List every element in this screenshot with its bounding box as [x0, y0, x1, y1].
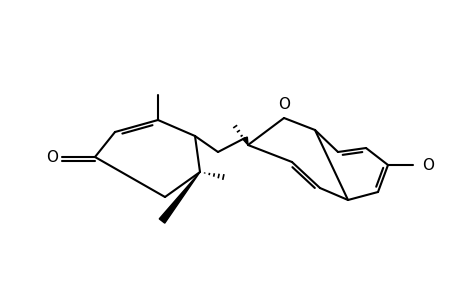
Polygon shape: [159, 172, 200, 223]
Text: O: O: [277, 97, 289, 112]
Text: O: O: [46, 149, 58, 164]
Text: O: O: [421, 158, 433, 172]
Polygon shape: [242, 137, 247, 145]
